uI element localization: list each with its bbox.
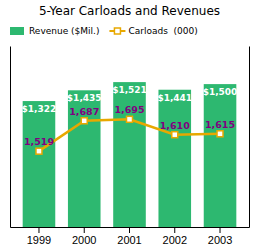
line-label: 1,687: [69, 106, 99, 117]
plot: 19992000200120022003$1,322$1,435$1,521$1…: [11, 47, 250, 246]
line-label: 1,615: [205, 119, 235, 130]
marker: [127, 116, 133, 122]
bar-label: $1,441: [157, 93, 192, 103]
legend-item: Revenue ($Mil.): [10, 26, 99, 36]
bar-label: $1,322: [22, 104, 57, 114]
title: 5-Year Carloads and Revenues: [39, 4, 220, 18]
bar: [158, 90, 191, 227]
bar: [23, 101, 56, 227]
marker: [36, 148, 42, 154]
legend-label: Revenue ($Mil.): [29, 26, 99, 36]
x-tick-label: 2000: [72, 234, 96, 246]
y2-axis-line: [249, 47, 250, 228]
bar-label: $1,435: [67, 93, 102, 103]
legend-marker: [114, 28, 120, 34]
line: [39, 119, 220, 151]
x-tick: 2000: [72, 227, 96, 246]
x-tick-mark: [84, 227, 85, 233]
bar: [113, 82, 146, 227]
x-tick: 2001: [117, 227, 141, 246]
x-tick-label: 2002: [163, 234, 187, 246]
marker: [172, 132, 178, 138]
data-labels: $1,322 $1,435 $1,521 $1,441 $1,500 1,519 1,687…: [22, 85, 238, 147]
x-tick: 2002: [163, 227, 187, 246]
marker: [217, 131, 223, 137]
x-tick-label: 1999: [27, 234, 51, 246]
bar: [68, 90, 101, 227]
x-tick: 2003: [208, 227, 232, 246]
legend: Revenue ($Mil.) Carloads (000): [10, 26, 198, 36]
x-tick: 1999: [27, 227, 51, 246]
x-tick-mark: [220, 227, 221, 233]
chart: 5-Year Carloads and Revenues 1999 2000 2001…: [0, 0, 259, 249]
x-tick-mark: [174, 227, 175, 233]
x-axis: 1999 2000 2001 2002 2003: [11, 227, 250, 246]
bar-label: $1,500: [203, 87, 238, 97]
legend-swatch: [10, 27, 24, 35]
x-tick-label: 2001: [117, 234, 141, 246]
bar-label: $1,521: [112, 85, 147, 95]
line-label: 1,519: [24, 136, 54, 147]
line-label: 1,610: [160, 120, 190, 131]
legend-label: Carloads (000): [128, 26, 197, 36]
x-tick-mark: [38, 227, 39, 233]
x-tick-label: 2003: [208, 234, 232, 246]
legend-item: Carloads (000): [109, 26, 197, 36]
line-label: 1,695: [114, 104, 144, 115]
y2-axis: [249, 47, 250, 228]
y-axis: [10, 47, 11, 228]
x-tick-mark: [129, 227, 130, 233]
marker: [81, 118, 87, 124]
bar: [204, 84, 237, 227]
y-axis-line: [10, 47, 11, 228]
